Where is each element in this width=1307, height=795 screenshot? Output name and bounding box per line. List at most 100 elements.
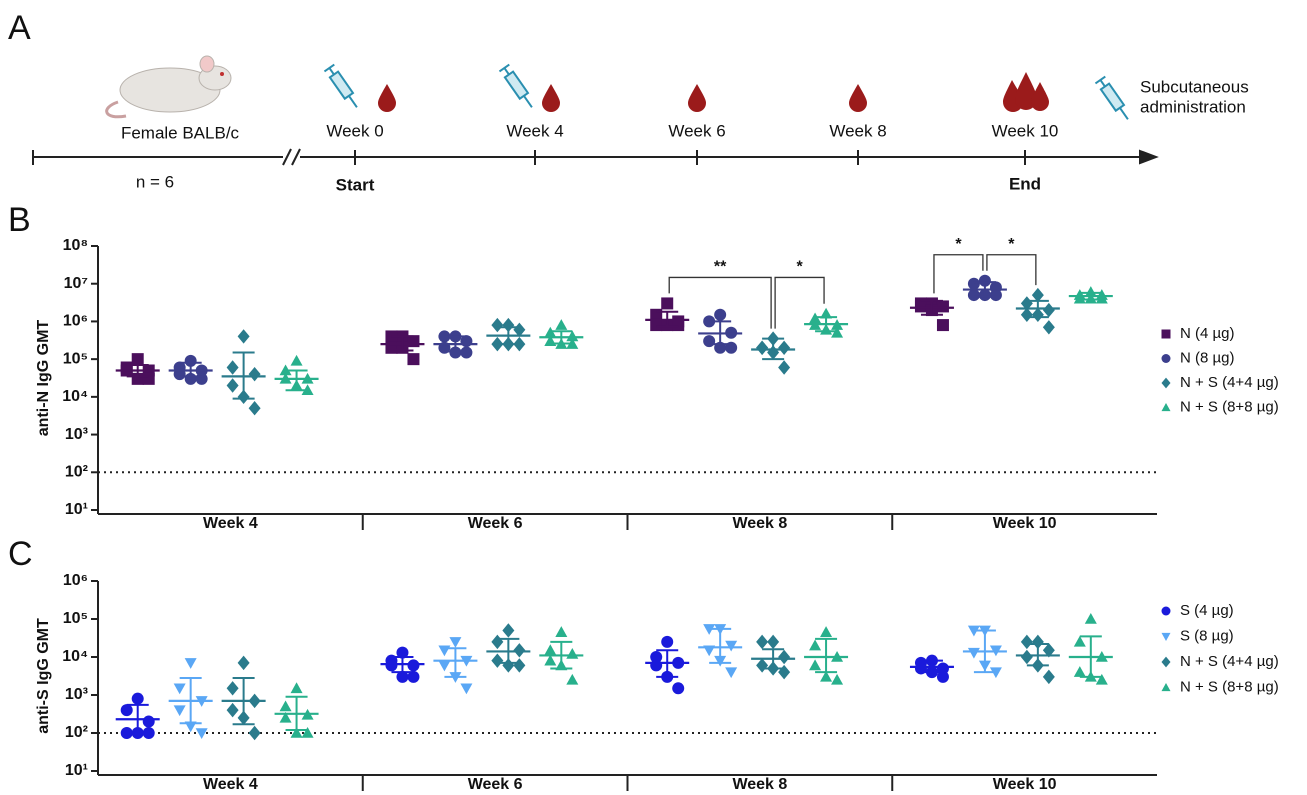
significance-label: * xyxy=(796,259,803,276)
data-point xyxy=(661,636,673,648)
data-point xyxy=(1085,613,1097,624)
significance-label: * xyxy=(1008,236,1015,253)
data-point xyxy=(990,289,1002,301)
data-point xyxy=(227,378,239,392)
data-point xyxy=(449,637,461,648)
legend-label: N + S (4+4 µg) xyxy=(1180,653,1279,670)
data-point xyxy=(249,367,261,381)
group-size: n = 6 xyxy=(136,172,174,191)
x-tick-label: Week 8 xyxy=(732,515,787,532)
end-label: End xyxy=(1009,174,1041,193)
data-point xyxy=(280,700,292,711)
week-label: Week 0 xyxy=(326,121,383,140)
data-point xyxy=(502,623,514,637)
data-point xyxy=(291,355,303,366)
y-tick-label: 10³ xyxy=(65,686,88,703)
y-tick-label: 10⁷ xyxy=(64,275,88,292)
x-tick-label: Week 10 xyxy=(993,515,1057,532)
data-point xyxy=(227,681,239,695)
axis-break xyxy=(283,149,291,165)
legend-label: N (4 µg) xyxy=(1180,325,1235,342)
mouse-icon xyxy=(107,56,231,117)
y-tick-label: 10² xyxy=(65,464,88,481)
data-point xyxy=(756,658,768,672)
axis-break xyxy=(292,149,300,165)
data-point xyxy=(132,693,144,705)
data-point xyxy=(1074,636,1086,647)
data-point xyxy=(809,640,821,651)
x-tick-label: Week 6 xyxy=(468,515,523,532)
timeline xyxy=(33,149,1156,165)
data-point xyxy=(491,653,503,667)
data-point xyxy=(725,641,737,652)
week-label: Week 4 xyxy=(506,121,563,140)
legend-marker xyxy=(1162,403,1171,411)
data-point xyxy=(1043,320,1055,334)
panel-label: C xyxy=(8,535,33,573)
data-point xyxy=(438,646,450,657)
y-tick-label: 10¹ xyxy=(65,762,88,779)
significance-bracket xyxy=(987,255,1036,285)
data-point xyxy=(196,373,208,385)
data-point xyxy=(767,635,779,649)
data-point xyxy=(1043,670,1055,684)
data-point xyxy=(725,667,737,678)
data-point xyxy=(460,684,472,695)
legend-marker xyxy=(1162,330,1171,339)
week-label: Week 10 xyxy=(992,121,1059,140)
legend-label: N + S (8+8 µg) xyxy=(1180,398,1279,415)
data-point xyxy=(238,329,250,343)
data-point xyxy=(555,319,567,330)
data-point xyxy=(566,674,578,685)
y-tick-label: 10³ xyxy=(65,426,88,443)
data-point xyxy=(249,726,261,740)
week-label: Week 6 xyxy=(668,121,725,140)
y-tick-label: 10⁵ xyxy=(63,610,88,627)
significance-label: ** xyxy=(714,259,727,276)
blood-drop-icon xyxy=(378,72,1049,112)
data-point xyxy=(513,643,525,657)
panel-label: A xyxy=(8,9,31,47)
y-tick-label: 10⁶ xyxy=(63,572,88,589)
y-tick-label: 10⁶ xyxy=(63,313,88,330)
data-point xyxy=(778,650,790,664)
data-point xyxy=(1043,303,1055,317)
data-point xyxy=(121,704,133,716)
data-point xyxy=(661,297,673,309)
data-point xyxy=(513,658,525,672)
legend-marker xyxy=(1162,633,1171,641)
data-point xyxy=(714,309,726,321)
legend-label: S (4 µg) xyxy=(1180,602,1234,619)
data-point xyxy=(460,347,472,359)
legend-marker xyxy=(1162,607,1171,616)
data-point xyxy=(196,728,208,739)
data-point xyxy=(491,635,503,649)
data-point xyxy=(968,278,980,290)
legend-label: N + S (4+4 µg) xyxy=(1180,374,1279,391)
data-point xyxy=(756,635,768,649)
y-tick-label: 10¹ xyxy=(65,501,88,518)
y-tick-label: 10⁸ xyxy=(63,237,88,254)
data-point xyxy=(438,661,450,672)
y-tick-label: 10⁴ xyxy=(62,388,88,405)
data-point xyxy=(227,703,239,717)
y-tick-label: 10⁴ xyxy=(62,648,88,665)
data-point xyxy=(778,341,790,355)
data-point xyxy=(672,682,684,694)
legend-label: N + S (8+8 µg) xyxy=(1180,678,1279,695)
y-tick-label: 10⁵ xyxy=(63,350,88,367)
subject-label: Female BALB/c xyxy=(121,123,240,142)
data-point xyxy=(143,716,155,728)
data-point xyxy=(937,300,949,312)
data-point xyxy=(1021,650,1033,664)
data-point xyxy=(291,682,303,693)
data-point xyxy=(1074,666,1086,677)
data-point xyxy=(915,300,927,312)
data-point xyxy=(1096,674,1108,685)
legend-marker xyxy=(1162,354,1171,363)
data-point xyxy=(1021,308,1033,322)
data-point xyxy=(650,659,662,671)
data-point xyxy=(185,658,197,669)
data-point xyxy=(249,401,261,415)
data-point xyxy=(385,659,397,671)
